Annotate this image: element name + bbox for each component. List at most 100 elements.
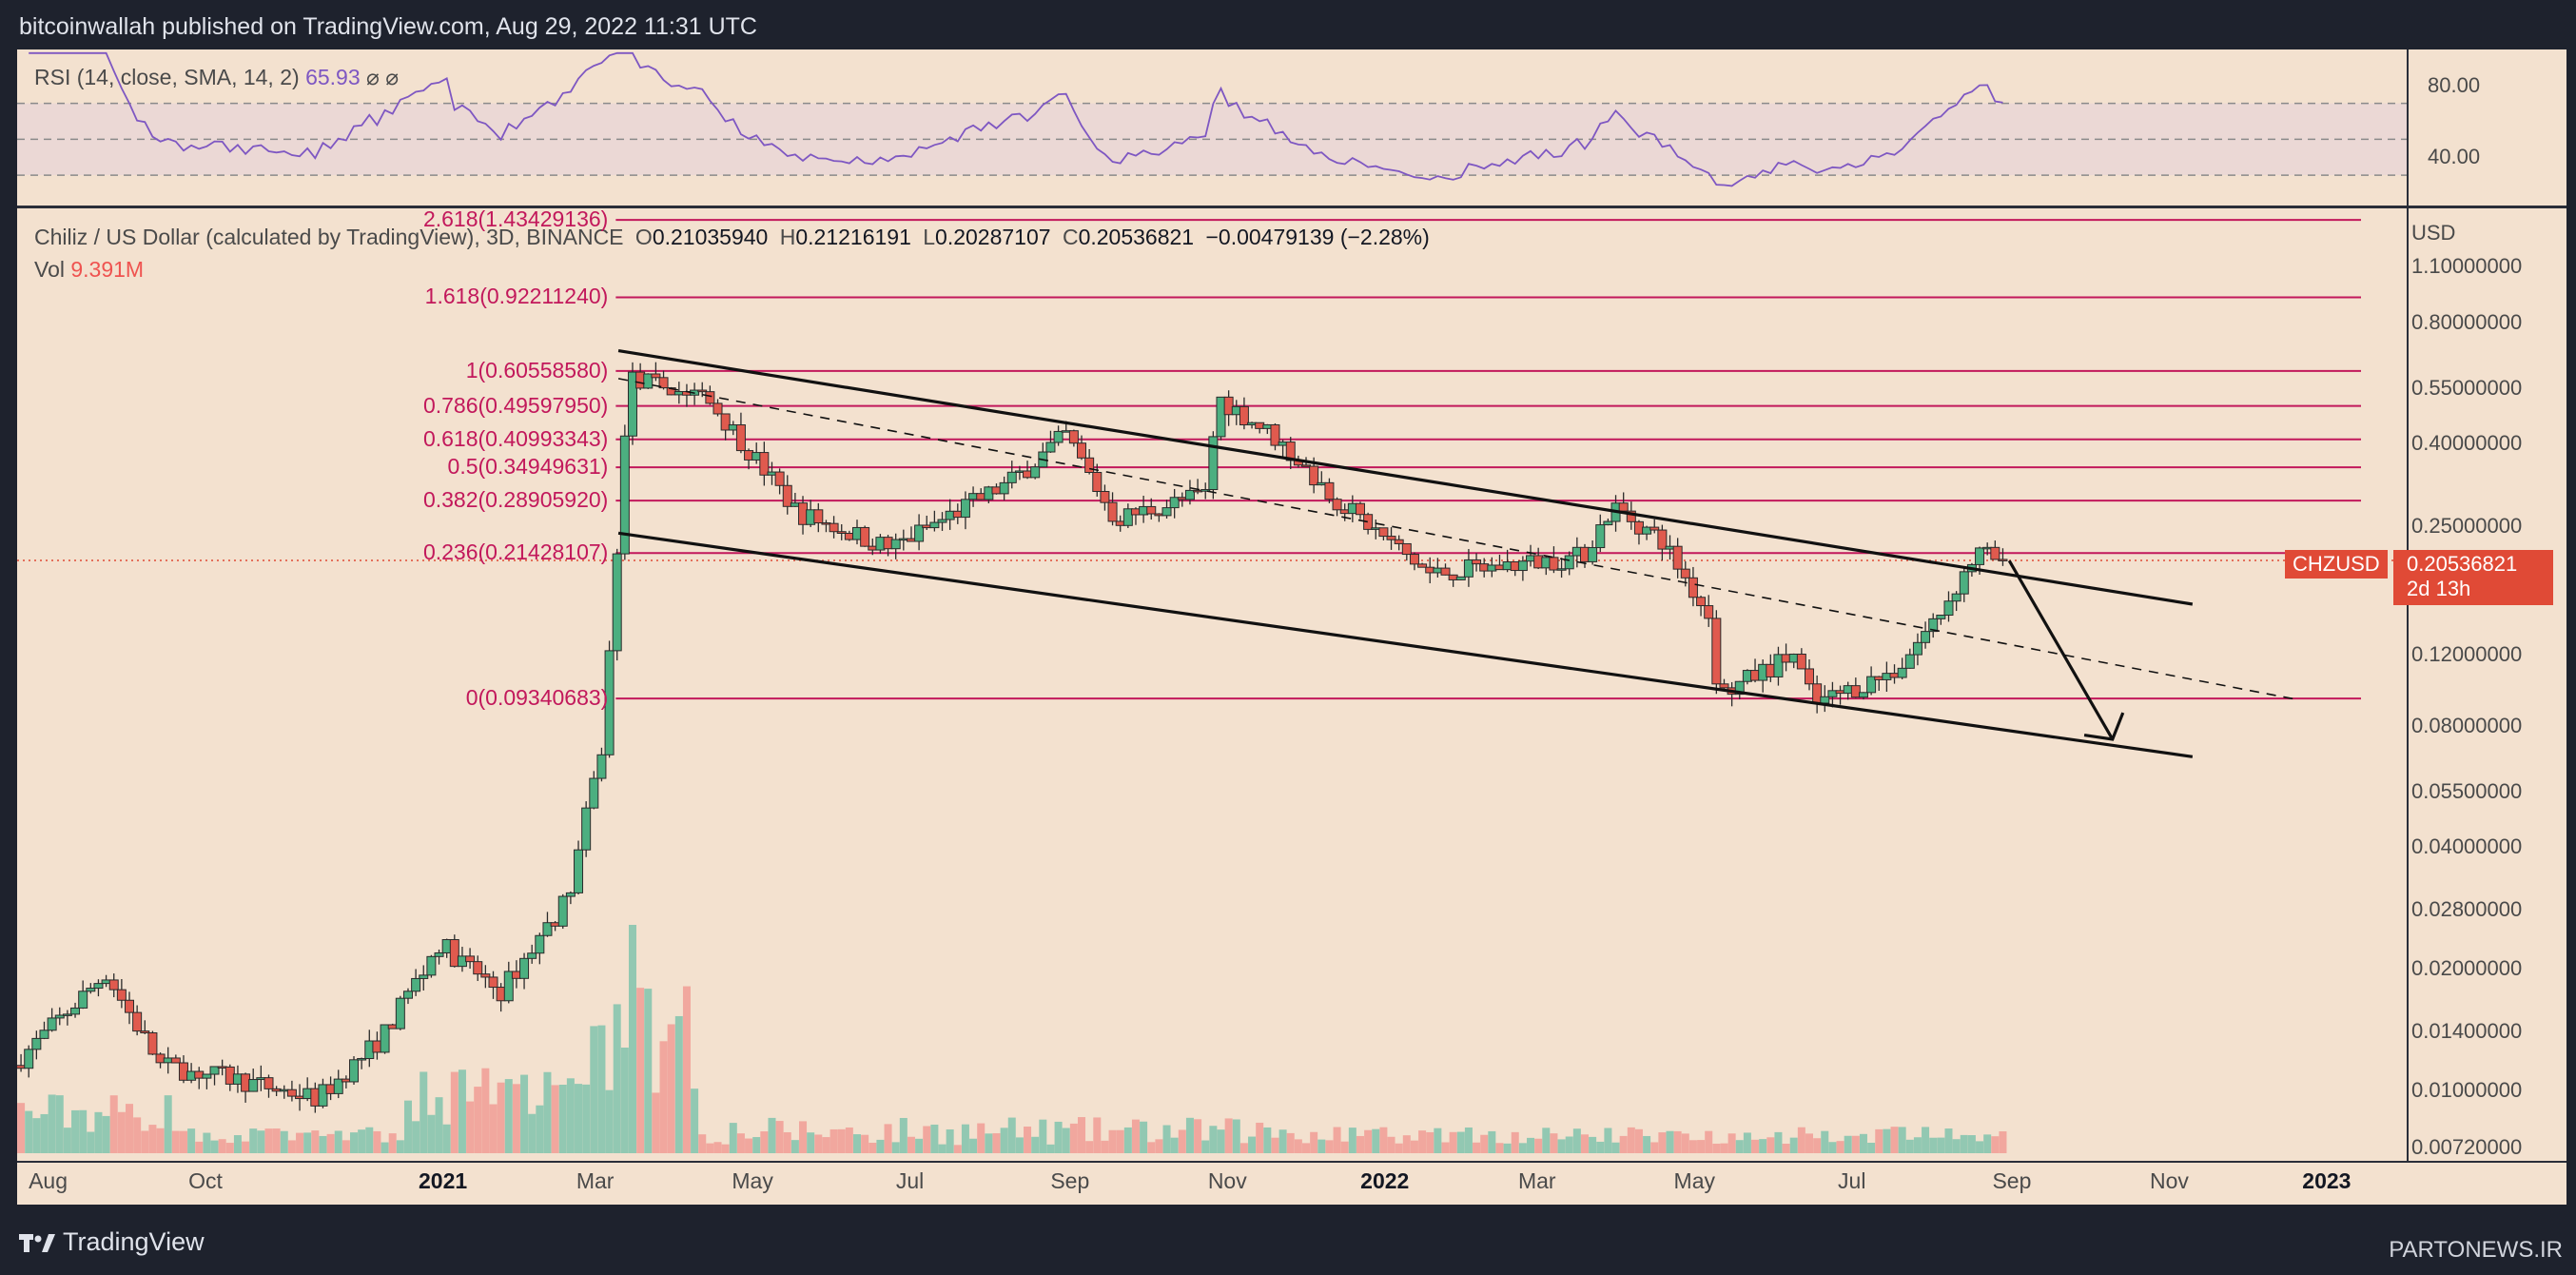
volume-bar [1317, 1139, 1326, 1153]
price-tick-label: 0.00720000 [2411, 1135, 2523, 1159]
volume-bar [698, 1134, 707, 1153]
volume-bar [1619, 1135, 1628, 1153]
symbol-title: Chiliz / US Dollar (calculated by Tradin… [34, 225, 624, 249]
volume-bar [474, 1087, 482, 1153]
volume-bar [1108, 1129, 1117, 1153]
rsi-legend[interactable]: RSI (14, close, SMA, 14, 2) 65.93 ⌀ ⌀ [34, 65, 399, 90]
candle-body [1440, 567, 1451, 576]
volume-bar [1232, 1119, 1240, 1153]
price-tick-label: 0.40000000 [2411, 431, 2523, 456]
volume-bar [1395, 1143, 1403, 1153]
volume-bar [605, 1089, 614, 1153]
volume-bar [1890, 1127, 1899, 1153]
candle-body [1820, 696, 1830, 704]
tradingview-logo[interactable]: TradingView [19, 1227, 205, 1257]
volume-bar [891, 1142, 900, 1153]
volume-bar [1759, 1139, 1767, 1153]
volume-bar [1503, 1143, 1512, 1153]
volume-bar [1456, 1131, 1465, 1153]
volume-bar [946, 1128, 954, 1153]
volume-bar [822, 1137, 830, 1153]
volume-bar [674, 1015, 683, 1153]
candle-body [209, 1066, 220, 1075]
candle-body [1959, 571, 1969, 595]
visibility-icon[interactable]: ⌀ ⌀ [366, 65, 400, 89]
last-price-tag: 0.20536821 2d 13h [2393, 550, 2553, 605]
volume-bar [644, 989, 653, 1153]
tradingview-icon [19, 1233, 55, 1252]
close-value: 0.20536821 [1078, 225, 1195, 249]
volume-bar [466, 1101, 475, 1153]
time-axis[interactable] [17, 1161, 2566, 1205]
candle-body [318, 1084, 328, 1107]
volume-bar [923, 1126, 931, 1153]
volume-bar [1495, 1143, 1504, 1153]
high-value: 0.21216191 [795, 225, 911, 249]
candle-body [1866, 676, 1877, 694]
volume-bar [233, 1135, 242, 1153]
volume-bar [1356, 1135, 1364, 1153]
volume-bar [1922, 1127, 1930, 1153]
volume-bar [79, 1109, 88, 1153]
volume-bar [1302, 1143, 1311, 1153]
volume-bar [1952, 1139, 1961, 1153]
candle-body [411, 977, 421, 992]
candle-body [1912, 641, 1922, 656]
volume-bar [365, 1127, 374, 1153]
volume-bar [489, 1104, 498, 1153]
volume-bar [1743, 1132, 1751, 1153]
pane-separator[interactable] [17, 206, 2566, 208]
candle-body [1378, 527, 1389, 538]
candle-body [1858, 692, 1868, 698]
candle-body [836, 531, 847, 535]
price-unit: USD [2411, 221, 2456, 245]
price-axis[interactable] [2407, 49, 2566, 1205]
volume-bar [775, 1121, 784, 1153]
time-tick-label: May [732, 1168, 773, 1193]
volume-legend[interactable]: Vol 9.391M [34, 257, 144, 283]
fibonacci-levels [17, 219, 2407, 700]
fib-label: 1.618(0.92211240) [424, 284, 609, 309]
volume-bar [242, 1141, 250, 1153]
candle-body [619, 435, 630, 555]
volume-bar [1078, 1117, 1086, 1153]
volume-bar [752, 1137, 761, 1153]
volume-bar [1473, 1142, 1481, 1153]
volume-bar [17, 1103, 26, 1153]
volume-bar [1464, 1127, 1473, 1153]
volume-bar [1379, 1127, 1388, 1153]
candle-body [1184, 489, 1195, 500]
candle-body [1688, 577, 1698, 598]
volume-bar [396, 1140, 404, 1153]
volume-bar [1480, 1134, 1489, 1153]
candle-body [658, 377, 669, 389]
symbol-legend[interactable]: Chiliz / US Dollar (calculated by Tradin… [34, 225, 1430, 250]
volume-bar [296, 1132, 304, 1153]
volume-bar [961, 1124, 969, 1153]
candle-body [1455, 576, 1466, 580]
volume-bar [1418, 1130, 1427, 1153]
candle-body [829, 522, 839, 533]
candle-body [1332, 499, 1342, 511]
candle-body [1921, 631, 1931, 643]
candle-body [542, 922, 553, 936]
candle-body [93, 983, 104, 990]
candle-body [395, 997, 405, 1030]
volume-bar [1178, 1129, 1186, 1153]
volume-bar [1643, 1135, 1651, 1153]
volume-bar [1434, 1128, 1442, 1153]
candle-body [999, 481, 1009, 495]
volume-bar [334, 1130, 342, 1153]
price-tick-label: 0.04000000 [2411, 834, 2523, 859]
candle-body [1928, 618, 1939, 633]
volume-bar [1898, 1127, 1906, 1153]
volume-bar [1093, 1117, 1102, 1153]
volume-bar [1735, 1140, 1744, 1153]
candle-body [929, 521, 940, 529]
candle-body [1904, 654, 1915, 669]
candle-body [426, 955, 437, 976]
volume-bar [1789, 1137, 1798, 1153]
volume-bar [1859, 1133, 1867, 1153]
volume-bar [597, 1025, 606, 1153]
